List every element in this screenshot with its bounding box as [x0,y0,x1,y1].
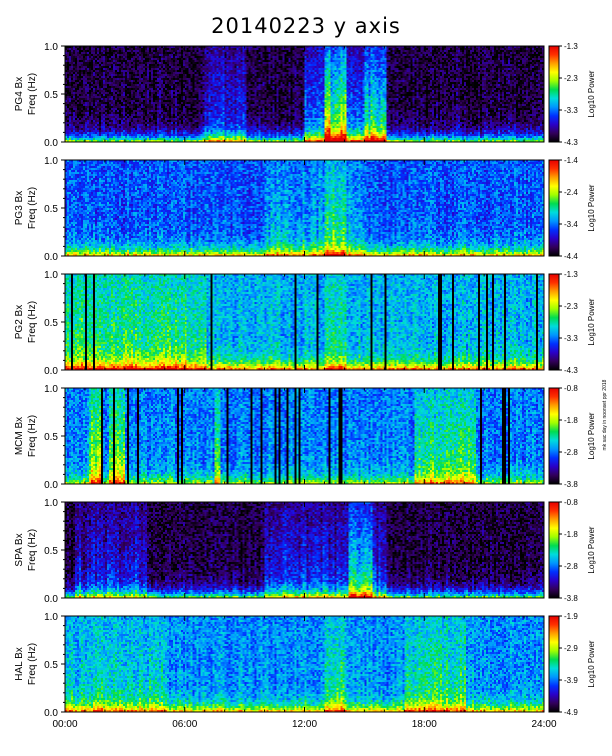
station-label: HAL Bx [14,647,25,681]
colorbar-tick-label: -3.9 [564,676,578,685]
colorbar-label: Log10 Power [587,298,596,345]
station-label: SPA Bx [14,533,25,566]
spectrogram-image [65,388,544,484]
colorbar-tick-label: -0.8 [564,498,578,507]
side-note-text: mk sac day in noonset ppr 2018 [602,379,608,451]
x-tick-label: 24:00 [531,719,556,730]
figure-title: 20140223 y axis [211,14,401,38]
colorbar-tick-label: -3.3 [564,106,578,115]
panel-pg3: 0.0 0.5 1.0 PG3 Bx Freq (Hz) -1.4 -2.4 -3.4 -4.4… [14,156,596,263]
spectrogram-image [65,46,544,142]
y-tick-label: 0.0 [44,138,58,149]
y-axis-label: Freq (Hz) [27,187,38,229]
y-tick-label: 1.0 [44,498,58,509]
colorbar [548,273,560,371]
colorbar-tick-label: -1.3 [564,270,578,279]
colorbar-label: Log10 Power [587,526,596,573]
y-tick-label: 1.0 [44,156,58,167]
x-tick-label: 06:00 [172,719,197,730]
y-axis-label: Freq (Hz) [27,73,38,115]
colorbar-tick-label: -1.4 [564,156,578,165]
y-tick-label: 0.0 [44,708,58,719]
station-label: PG4 Bx [14,77,25,111]
side-note: mk sac day in noonset ppr 2018 [600,340,610,490]
colorbar-tick-label: -4.3 [564,366,578,375]
colorbar-label: Log10 Power [587,184,596,231]
colorbar-tick-label: -2.8 [564,562,578,571]
colorbar-tick-label: -2.3 [564,74,578,83]
y-tick-label: 0.0 [44,480,58,491]
y-tick-label: 1.0 [44,42,58,53]
station-label: MCM Bx [14,417,25,455]
panel-mcm: 0.0 0.5 1.0 MCM Bx Freq (Hz) -0.8 -1.8 -2.8 -3.8… [14,384,596,491]
y-tick-label: 0.5 [44,204,58,215]
colorbar [548,159,560,257]
y-tick-label: 1.0 [44,612,58,623]
colorbar-tick-label: -3.4 [564,220,578,229]
colorbar-tick-label: -3.8 [564,594,578,603]
colorbar [548,501,560,599]
y-tick-label: 0.5 [44,432,58,443]
y-axis-label: Freq (Hz) [27,415,38,457]
colorbar-tick-label: -2.9 [564,644,578,653]
y-axis-label: Freq (Hz) [27,301,38,343]
colorbar [548,45,560,143]
station-label: PG3 Bx [14,191,25,225]
y-tick-label: 0.5 [44,660,58,671]
y-axis-label: Freq (Hz) [27,643,38,685]
colorbar-tick-label: -3.8 [564,480,578,489]
colorbar-tick-label: -1.3 [564,42,578,51]
y-tick-label: 0.5 [44,90,58,101]
panel-hal: 0.0 0.5 1.0 HAL Bx Freq (Hz) -1.9 -2.9 -3.9 -4.9… [14,612,596,719]
colorbar-label: Log10 Power [587,70,596,117]
y-tick-label: 0.5 [44,546,58,557]
y-tick-label: 1.0 [44,270,58,281]
y-tick-label: 0.0 [44,594,58,605]
x-tick-label: 12:00 [292,719,317,730]
y-tick-label: 1.0 [44,384,58,395]
spectrogram-image [65,274,544,370]
colorbar-tick-label: -1.8 [564,530,578,539]
panel-pg2: 0.0 0.5 1.0 PG2 Bx Freq (Hz) -1.3 -2.3 -3.3 -4.3… [14,270,596,377]
spectrogram-image [65,160,544,256]
y-axis-label: Freq (Hz) [27,529,38,571]
y-tick-label: 0.0 [44,252,58,263]
y-tick-label: 0.0 [44,366,58,377]
colorbar-tick-label: -3.3 [564,334,578,343]
colorbar-tick-label: -2.8 [564,448,578,457]
x-tick-label: 18:00 [412,719,437,730]
spectrogram-image [65,616,544,712]
colorbar-tick-label: -2.3 [564,302,578,311]
colorbar-tick-label: -1.9 [564,612,578,621]
colorbar-label: Log10 Power [587,412,596,459]
colorbar [548,615,560,713]
colorbar-tick-label: -4.9 [564,708,578,717]
y-tick-label: 0.5 [44,318,58,329]
panel-pg4: 0.0 0.5 1.0 PG4 Bx Freq (Hz) -1.3 -2.3 -3.3 -4.3… [14,42,596,149]
colorbar-tick-label: -2.4 [564,188,578,197]
x-tick-label: 00:00 [52,719,77,730]
station-label: PG2 Bx [14,305,25,339]
colorbar-tick-label: -4.4 [564,252,578,261]
colorbar-label: Log10 Power [587,640,596,687]
colorbar-tick-label: -0.8 [564,384,578,393]
colorbar-tick-label: -1.8 [564,416,578,425]
colorbar [548,387,560,485]
panel-spa: 0.0 0.5 1.0 SPA Bx Freq (Hz) -0.8 -1.8 -2.8 -3.8… [14,498,596,605]
spectrogram-image [65,502,544,598]
colorbar-tick-label: -4.3 [564,138,578,147]
